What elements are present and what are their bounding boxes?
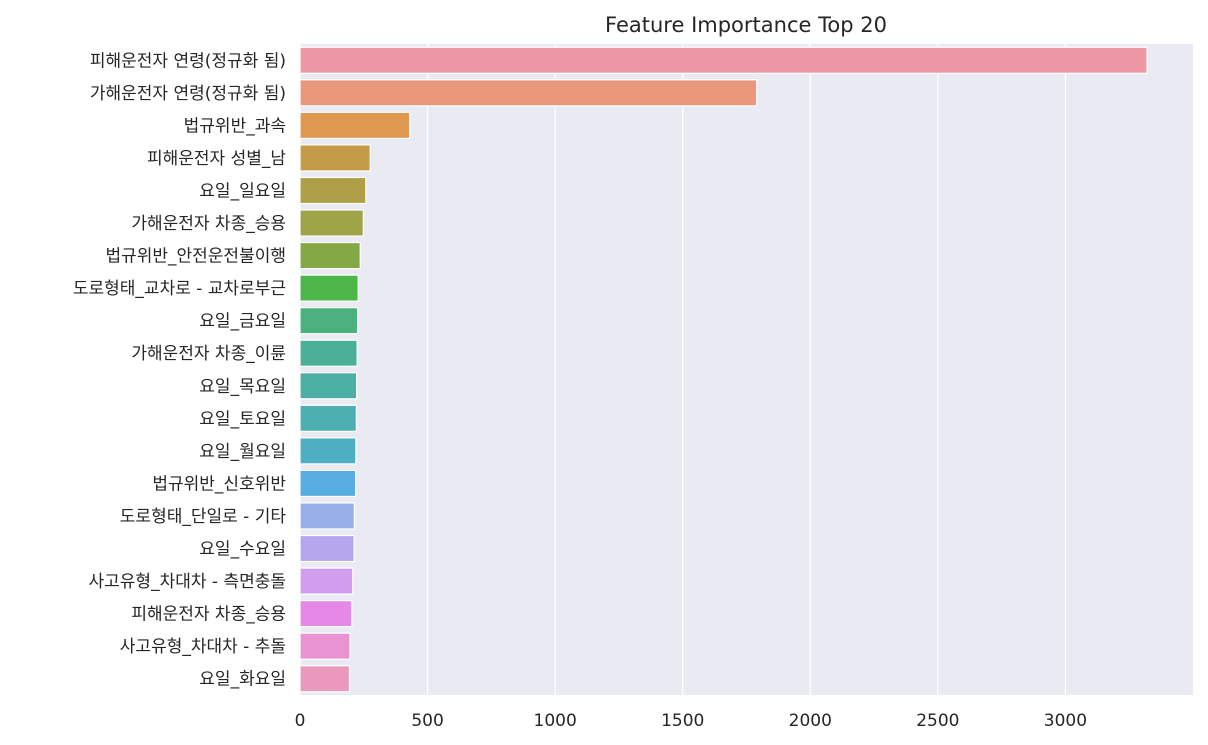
bar <box>299 339 358 367</box>
y-tick-labels: 피해운전자 연령(정규화 됨) 가해운전자 연령(정규화 됨) 법규위반_과속피해운… <box>73 51 286 689</box>
bar <box>299 665 351 693</box>
bar <box>299 469 357 498</box>
y-tick-label: 사고유형_차대차 - 추돌 <box>120 637 286 657</box>
bar <box>299 534 355 563</box>
x-tick-label: 500 <box>411 711 443 731</box>
bar <box>299 567 354 595</box>
bar <box>299 241 361 270</box>
bar <box>299 46 1148 74</box>
bars <box>299 46 1148 693</box>
y-tick-label: 요일_목요일 <box>199 377 286 397</box>
y-tick-label: 가해운전자 연령(정규화 됨) <box>90 84 286 104</box>
plot-background <box>300 44 1193 695</box>
y-tick-label: 도로형태_단일로 - 기타 <box>120 507 287 527</box>
y-tick-label: 요일_토요일 <box>199 409 286 429</box>
x-tick-labels: 0 500 1000 1500 2000 2500 3000 <box>295 711 1087 731</box>
y-tick-label: 사고유형_차대차 - 측면충돌 <box>89 572 286 592</box>
bar <box>299 274 359 302</box>
y-tick-label: 도로형태_교차로 - 교차로부근 <box>73 279 286 299</box>
bar <box>299 502 355 530</box>
bar <box>299 404 357 432</box>
grid-lines <box>299 44 1067 695</box>
bar <box>299 79 758 107</box>
y-tick-label: 요일_월요일 <box>199 442 286 462</box>
bar <box>299 209 364 237</box>
y-tick-label: 가해운전자 차종_승용 <box>131 214 286 234</box>
chart-title: Feature Importance Top 20 <box>605 13 887 37</box>
bar <box>299 372 358 400</box>
y-tick-label: 가해운전자 차종_이륜 <box>131 344 286 364</box>
y-tick-label: 요일_화요일 <box>199 670 286 690</box>
x-tick-label: 0 <box>295 711 306 731</box>
x-tick-label: 1000 <box>534 711 577 731</box>
y-tick-label: 법규위반_신호위반 <box>152 474 286 494</box>
bar <box>299 632 351 660</box>
y-tick-label: 피해운전자 성별_남 <box>147 149 286 169</box>
y-tick-label: 피해운전자 차종_승용 <box>131 605 286 625</box>
x-tick-label: 2500 <box>916 711 959 731</box>
y-tick-label: 법규위반_과속 <box>184 116 286 136</box>
y-tick-label: 요일_금요일 <box>199 312 286 332</box>
x-tick-label: 3000 <box>1044 711 1087 731</box>
y-tick-label: 요일_일요일 <box>199 181 286 201</box>
x-tick-label: 2000 <box>789 711 832 731</box>
bar <box>299 307 359 335</box>
bar <box>299 176 367 205</box>
bar <box>299 144 371 172</box>
y-tick-label: 요일_수요일 <box>199 540 286 560</box>
y-tick-label: 법규위반_안전운전불이행 <box>105 247 286 267</box>
bar <box>299 600 353 628</box>
bar <box>299 111 411 139</box>
y-tick-label: 피해운전자 연령(정규화 됨) <box>90 51 286 71</box>
x-tick-label: 1500 <box>661 711 704 731</box>
bar <box>299 437 357 465</box>
